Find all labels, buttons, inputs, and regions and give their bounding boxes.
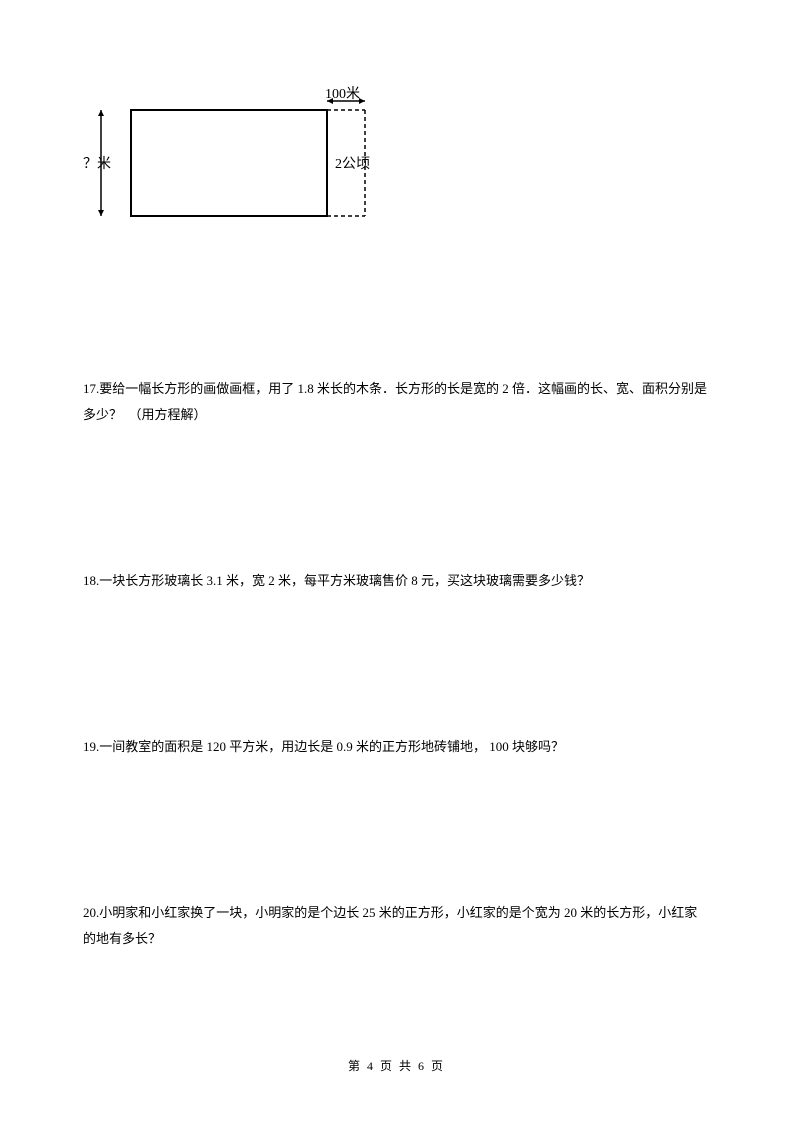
geometry-diagram: 100米 2公顷 ？米 bbox=[83, 86, 393, 226]
footer-prefix: 第 bbox=[348, 1059, 367, 1073]
footer-middle: 页 共 bbox=[375, 1059, 418, 1073]
question-18: 18.一块长方形玻璃长 3.1 米，宽 2 米，每平方米玻璃售价 8 元，买这块… bbox=[83, 568, 710, 594]
footer-total-pages: 6 bbox=[418, 1059, 426, 1073]
question-19: 19.一间教室的面积是 120 平方米，用边长是 0.9 米的正方形地砖铺地， … bbox=[83, 734, 710, 760]
top-label: 100米 bbox=[325, 86, 360, 102]
left-label: ？米 bbox=[83, 156, 111, 172]
footer-suffix: 页 bbox=[426, 1059, 445, 1073]
main-rectangle bbox=[131, 110, 327, 216]
right-label: 2公顷 bbox=[335, 156, 370, 172]
question-17: 17.要给一幅长方形的画做画框，用了 1.8 米长的木条．长方形的长是宽的 2 … bbox=[83, 376, 710, 428]
page-footer: 第 4 页 共 6 页 bbox=[0, 1057, 793, 1074]
left-arrow-bottom bbox=[98, 210, 104, 216]
footer-current-page: 4 bbox=[367, 1059, 375, 1073]
diagram-svg: 100米 2公顷 ？米 bbox=[83, 86, 393, 226]
question-20: 20.小明家和小红家换了一块，小明家的是个边长 25 米的正方形，小红家的是个宽… bbox=[83, 900, 710, 952]
left-arrow-top bbox=[98, 110, 104, 116]
